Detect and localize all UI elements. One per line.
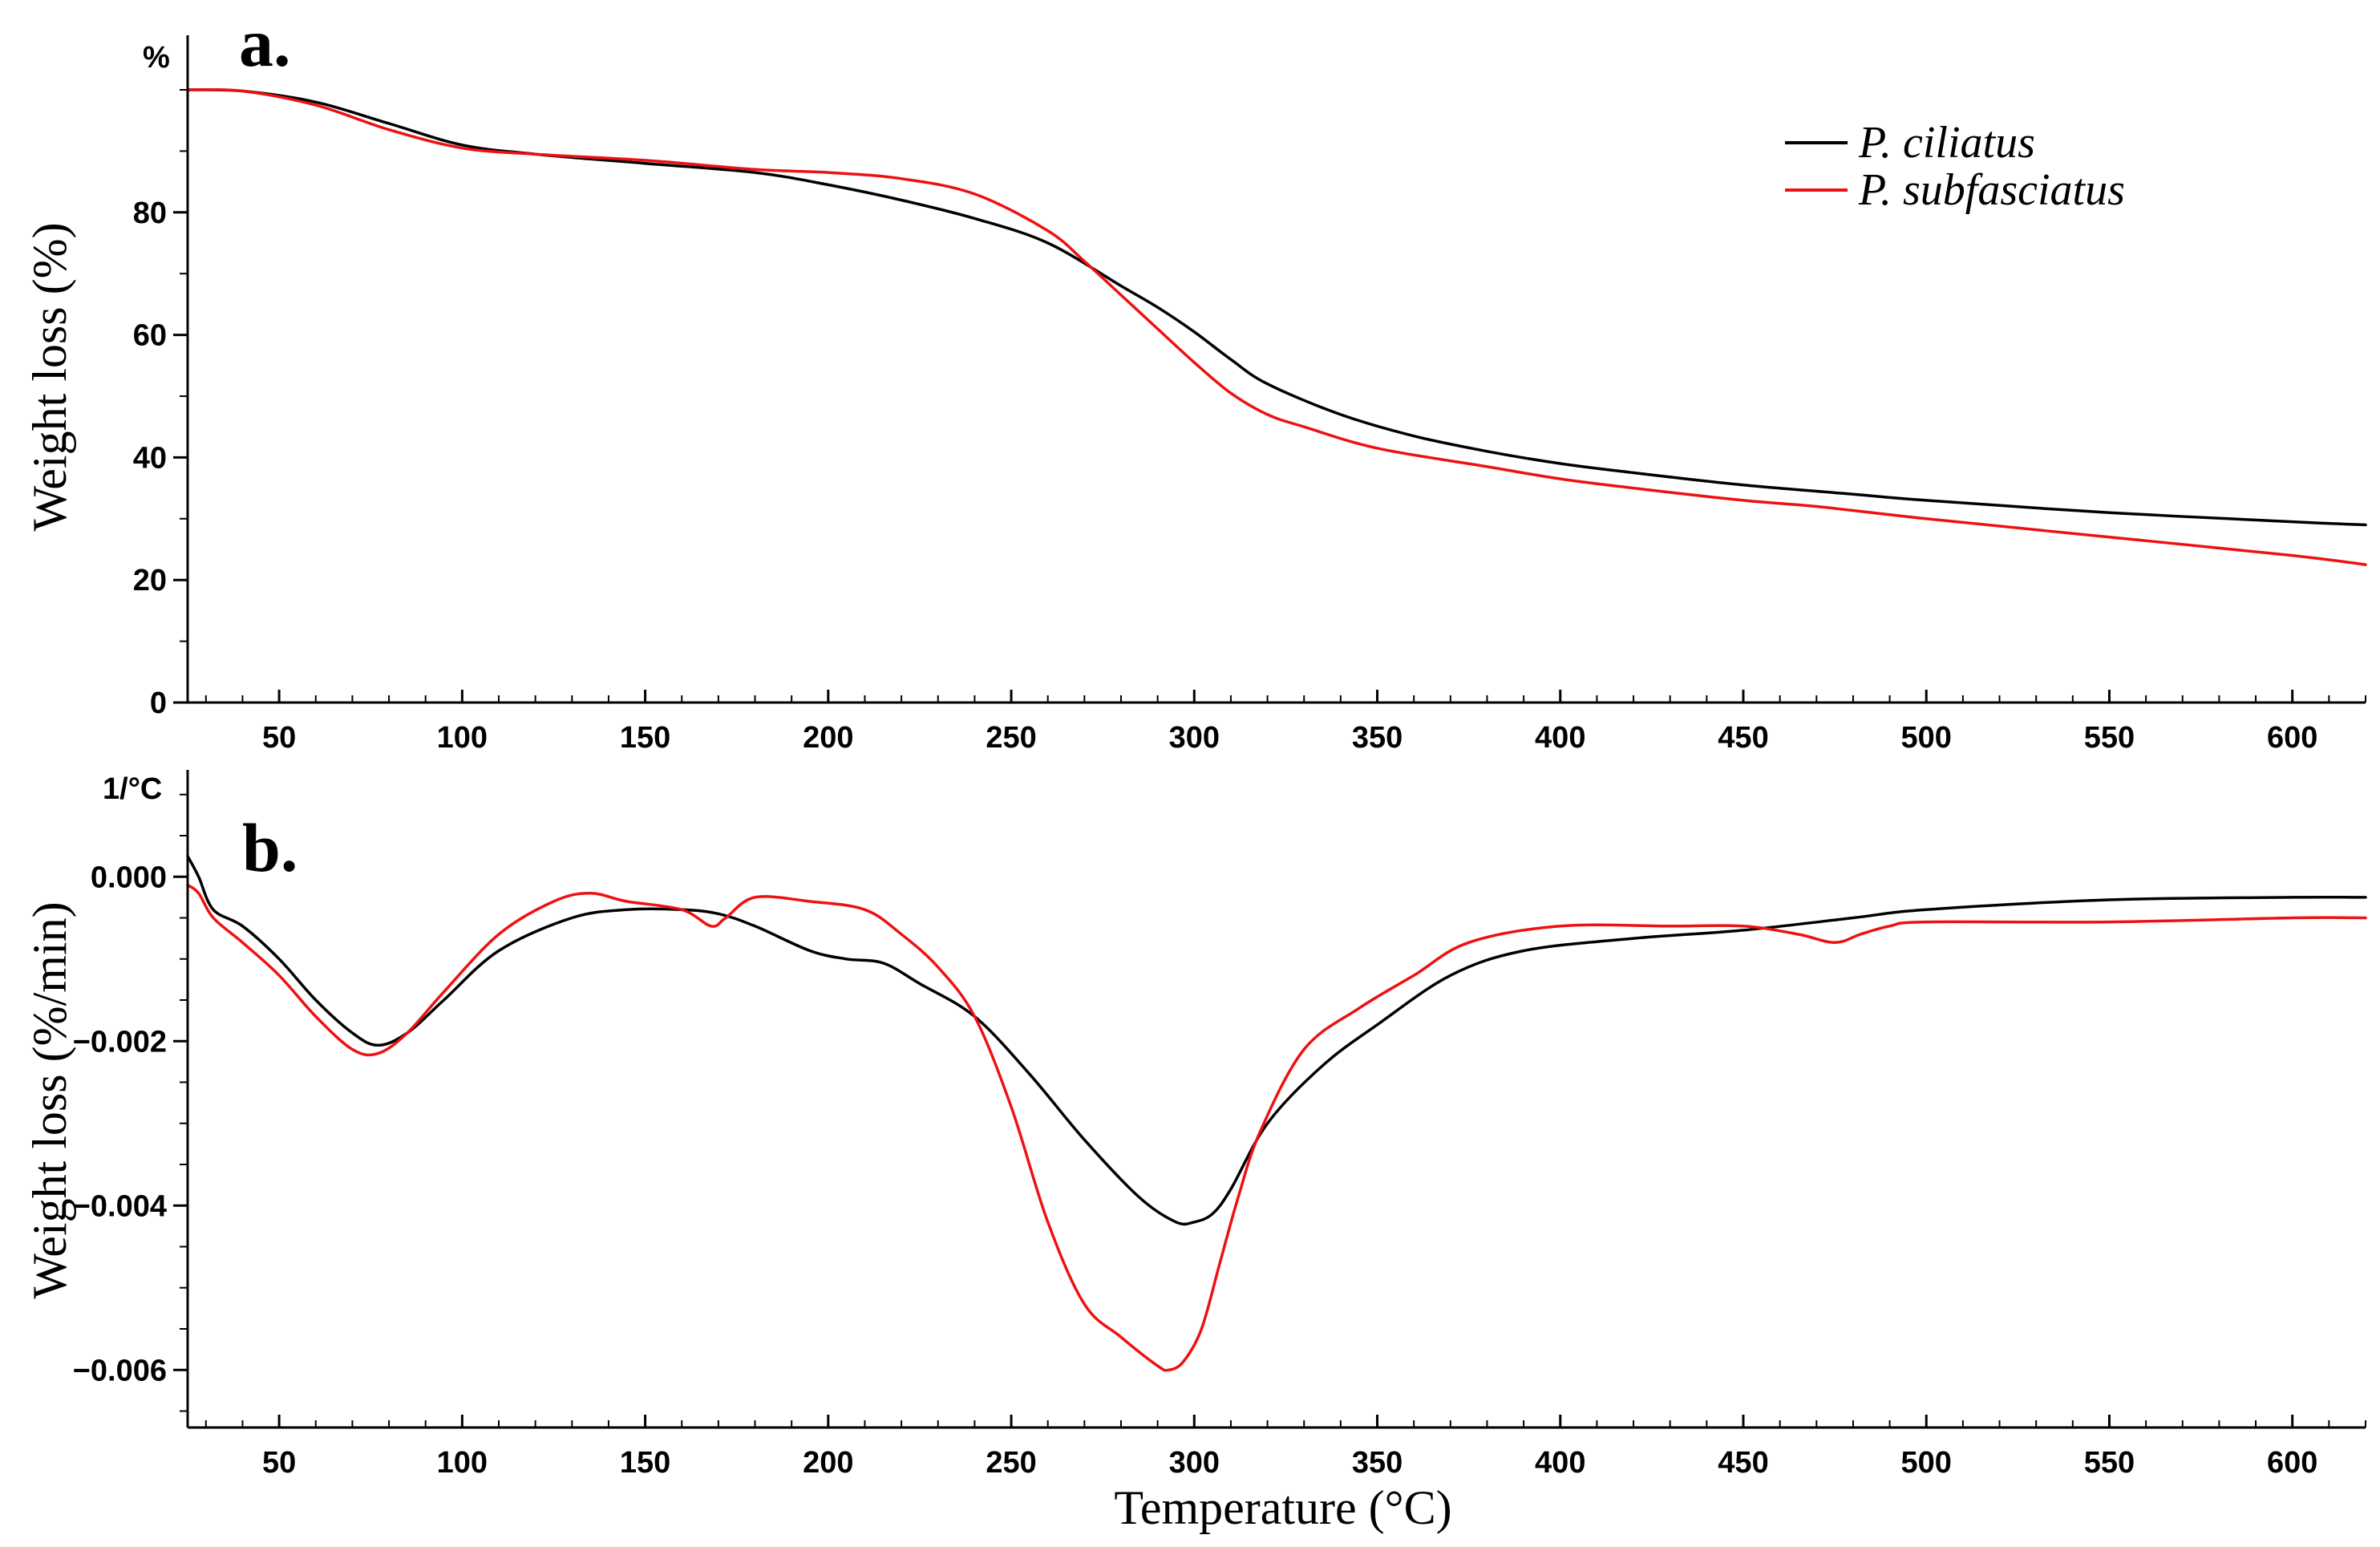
y-tick-label: 20: [133, 564, 167, 597]
x-tick-label: 250: [986, 721, 1036, 755]
x-axis-title: Temperature (°C): [1114, 1481, 1451, 1534]
y-tick-label: −0.004: [73, 1189, 167, 1223]
x-tick-label: 300: [1169, 1446, 1220, 1480]
x-tick-label: 50: [262, 721, 296, 755]
panel-a-y-unit: %: [143, 41, 170, 75]
legend-label-ciliatus: P. ciliatus: [1858, 118, 2035, 168]
panel-a-weight-loss-chart: a. % Weight loss (%) 0 20 40 60 80 50 100 150 2…: [23, 4, 2367, 755]
x-tick-label: 500: [1901, 1446, 1952, 1480]
x-tick-label: 600: [2267, 721, 2317, 755]
panel-b-y-unit: 1/°C: [103, 772, 162, 806]
x-tick-label: 200: [803, 1446, 853, 1480]
panel-b-label: b.: [242, 809, 298, 886]
x-tick-label: 450: [1718, 721, 1768, 755]
x-tick-label: 450: [1718, 1446, 1768, 1480]
x-tick-label: 350: [1352, 1446, 1402, 1480]
x-tick-label: 150: [620, 1446, 670, 1480]
x-tick-label: 500: [1901, 721, 1952, 755]
x-tick-label: 200: [803, 721, 853, 755]
x-tick-label: 300: [1169, 721, 1220, 755]
x-tick-label: 100: [437, 721, 488, 755]
x-tick-label: 250: [986, 1446, 1036, 1480]
series-line-subfasciatus: [186, 883, 2367, 1372]
panel-a-label: a.: [239, 4, 291, 81]
y-tick-label: 0.000: [91, 861, 167, 894]
x-tick-label: 350: [1352, 721, 1402, 755]
panel-b-y-axis-title: Weight loss (%/min): [23, 901, 76, 1298]
y-tick-label: 40: [133, 441, 167, 475]
series-line-subfasciatus: [186, 87, 2367, 566]
x-tick-label: 550: [2084, 721, 2135, 755]
panel-b-derivative-chart: b. 1/°C Weight loss (%/min) 0.000 −0.002 −…: [23, 770, 2367, 1534]
legend-label-subfasciatus: P. subfasciatus: [1858, 165, 2125, 215]
panel-b-series: [186, 854, 2367, 1372]
y-tick-label: 80: [133, 196, 167, 230]
x-tick-label: 150: [620, 721, 670, 755]
x-tick-label: 600: [2267, 1446, 2317, 1480]
panel-b-x-ticks: 50 100 150 200 250 300 350 400 450 500 550 600: [204, 1415, 2366, 1480]
panel-a-x-ticks: 50 100 150 200 250 300 350 400 450 500 550 600: [204, 690, 2366, 755]
y-tick-label: −0.002: [73, 1025, 167, 1059]
panel-a-series: [186, 87, 2367, 566]
panel-b-y-ticks: 0.000 −0.002 −0.004 −0.006: [73, 793, 188, 1412]
series-line-ciliatus: [186, 88, 2367, 527]
x-tick-label: 50: [262, 1446, 296, 1480]
y-tick-label: −0.006: [73, 1354, 167, 1387]
y-tick-label: 60: [133, 319, 167, 353]
x-tick-label: 550: [2084, 1446, 2135, 1480]
x-tick-label: 100: [437, 1446, 488, 1480]
legend: P. ciliatus P. subfasciatus: [1785, 118, 2125, 215]
x-tick-label: 400: [1535, 1446, 1585, 1480]
series-line-ciliatus: [186, 854, 2367, 1226]
y-tick-label: 0: [150, 686, 167, 720]
panel-a-y-ticks: 0 20 40 60 80: [133, 89, 188, 720]
x-tick-label: 400: [1535, 721, 1585, 755]
panel-a-y-axis-title: Weight loss (%): [23, 222, 76, 531]
